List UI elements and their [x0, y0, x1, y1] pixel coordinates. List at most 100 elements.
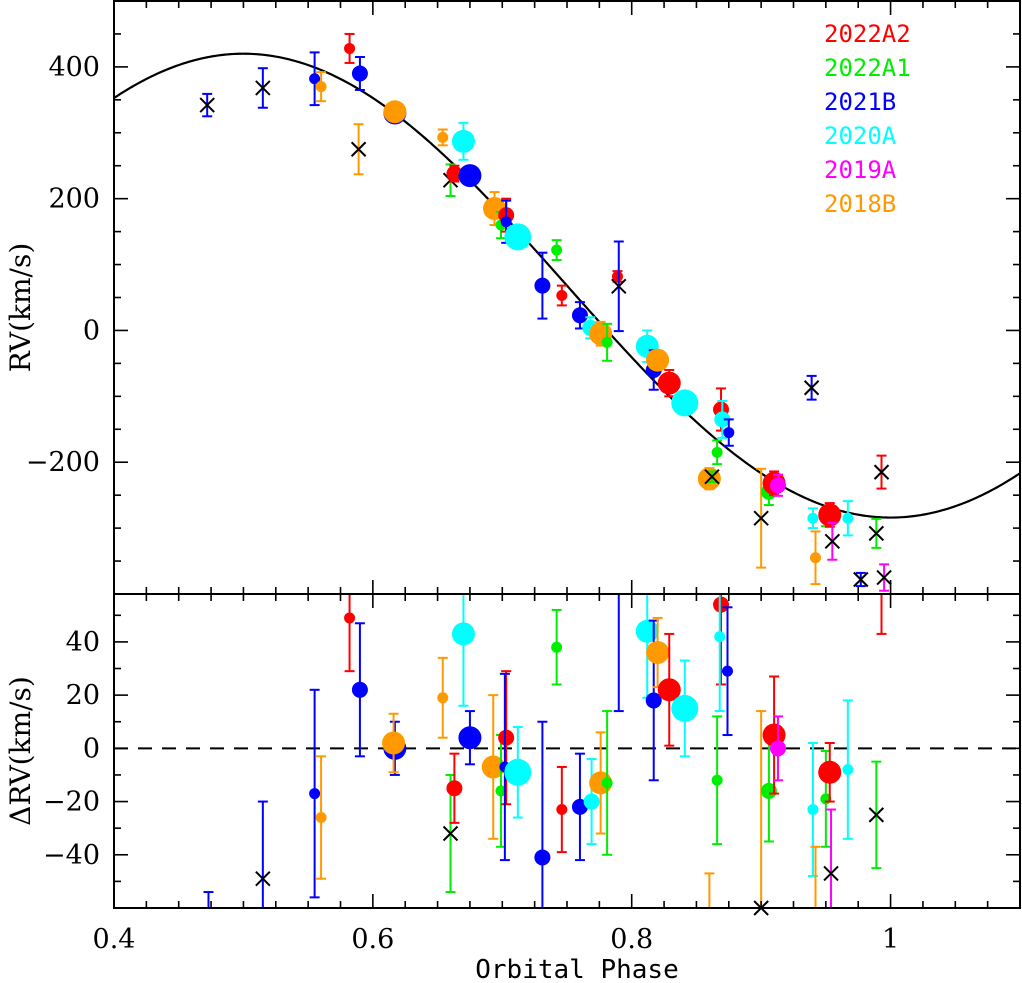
data-point-2018b	[810, 845, 821, 908]
residual-y-axis-title: ΔRV(km/s)	[4, 676, 37, 826]
circle-marker	[807, 512, 819, 524]
data-point-2021b	[534, 720, 551, 908]
data-point-2022a1	[551, 608, 563, 686]
data-point-2020a	[583, 757, 600, 846]
rv-y-tick-labels: −200 0 200 400	[26, 52, 100, 478]
residual-data-points	[203, 594, 887, 916]
data-point-2018b	[382, 712, 406, 774]
circle-marker	[315, 812, 327, 824]
circle-marker	[721, 665, 733, 677]
circle-marker	[769, 740, 786, 757]
circle-marker	[818, 503, 842, 527]
model-curve	[113, 52, 1021, 519]
rv-panel-ticks	[113, 0, 1021, 595]
circle-marker	[551, 641, 563, 653]
circle-marker	[383, 100, 407, 124]
data-point-2021b	[351, 56, 368, 91]
data-point-2022a1	[868, 517, 885, 549]
circle-marker	[711, 774, 723, 786]
circle-marker	[315, 81, 327, 93]
cross-marker	[255, 871, 271, 887]
data-point-2022a1	[711, 439, 723, 466]
data-point-2021b	[534, 251, 551, 320]
data-point-2022a2	[446, 752, 463, 824]
circle-marker	[437, 131, 449, 143]
legend-entry-2020a: 2020A	[824, 122, 897, 150]
data-point-2020a	[714, 594, 726, 713]
circle-marker	[635, 619, 659, 643]
circle-marker	[351, 681, 368, 698]
cross-marker	[868, 525, 885, 542]
circle-marker	[504, 758, 532, 786]
circle-marker	[714, 631, 726, 643]
cross-marker	[824, 533, 841, 549]
data-point-2022a2	[873, 454, 890, 490]
data-point-2020a	[671, 659, 699, 758]
cross-marker	[199, 97, 215, 113]
data-point-2020a	[451, 594, 475, 707]
legend-entry-2018b: 2018B	[824, 190, 896, 218]
data-point-2019a	[876, 563, 892, 592]
data-point-2018b	[753, 467, 769, 569]
y-tick-label: 40	[66, 627, 100, 658]
data-point-2020a	[451, 121, 475, 161]
cross-marker	[853, 571, 869, 588]
circle-marker	[601, 336, 613, 348]
data-point-2022a2	[818, 742, 842, 803]
circle-marker	[657, 678, 681, 702]
data-point-2021b	[203, 891, 214, 908]
circle-marker	[481, 755, 505, 779]
legend-entry-2019a: 2019A	[824, 156, 897, 184]
data-point-2019a	[824, 521, 841, 561]
data-point-2018b	[437, 128, 449, 147]
rv-data-points	[199, 32, 892, 592]
circle-marker	[504, 223, 532, 251]
data-point-2021b	[613, 594, 624, 713]
y-tick-label: −200	[26, 447, 100, 478]
circle-marker	[446, 165, 463, 182]
circle-marker	[760, 782, 777, 799]
data-point-2022a1	[551, 239, 563, 261]
y-tick-label: 0	[83, 733, 100, 764]
data-point-2021b	[803, 374, 820, 401]
y-tick-label: 20	[66, 680, 100, 711]
residual-panel-ticks	[113, 594, 1021, 909]
x-tick-label: 0.8	[610, 924, 653, 955]
data-point-2021b	[458, 710, 482, 766]
data-point-2022a2	[657, 368, 681, 398]
circle-marker	[671, 694, 699, 722]
cross-marker	[753, 510, 769, 526]
circle-marker	[713, 596, 730, 613]
data-point-2018b	[810, 530, 822, 586]
circle-marker	[714, 411, 731, 428]
circle-marker	[571, 307, 588, 324]
circle-marker	[344, 612, 356, 624]
data-point-2022a2	[498, 670, 515, 806]
circle-marker	[344, 42, 356, 54]
data-point-2022a1	[601, 322, 613, 362]
circle-marker	[818, 760, 842, 784]
data-point-2021b	[611, 240, 627, 333]
circle-marker	[534, 277, 551, 294]
data-point-2018b	[481, 694, 505, 840]
cross-marker	[255, 80, 271, 96]
circle-marker	[711, 446, 723, 458]
data-point-2018b	[315, 755, 327, 880]
data-point-2022a1	[868, 760, 885, 870]
x-tick-label: 0.6	[351, 924, 394, 955]
x-tick-label: 1	[882, 924, 899, 955]
data-point-2021b	[255, 800, 271, 908]
data-point-2022a2	[556, 765, 568, 854]
data-point-2021b	[853, 571, 869, 588]
circle-marker	[583, 793, 600, 810]
y-tick-label: 400	[48, 52, 100, 83]
cross-marker	[803, 380, 820, 396]
circle-marker	[723, 427, 735, 439]
data-point-2022a2	[344, 594, 356, 673]
circle-marker	[495, 785, 507, 797]
rv-y-axis-title: RV(km/s)	[4, 243, 37, 372]
circle-marker	[646, 641, 670, 665]
